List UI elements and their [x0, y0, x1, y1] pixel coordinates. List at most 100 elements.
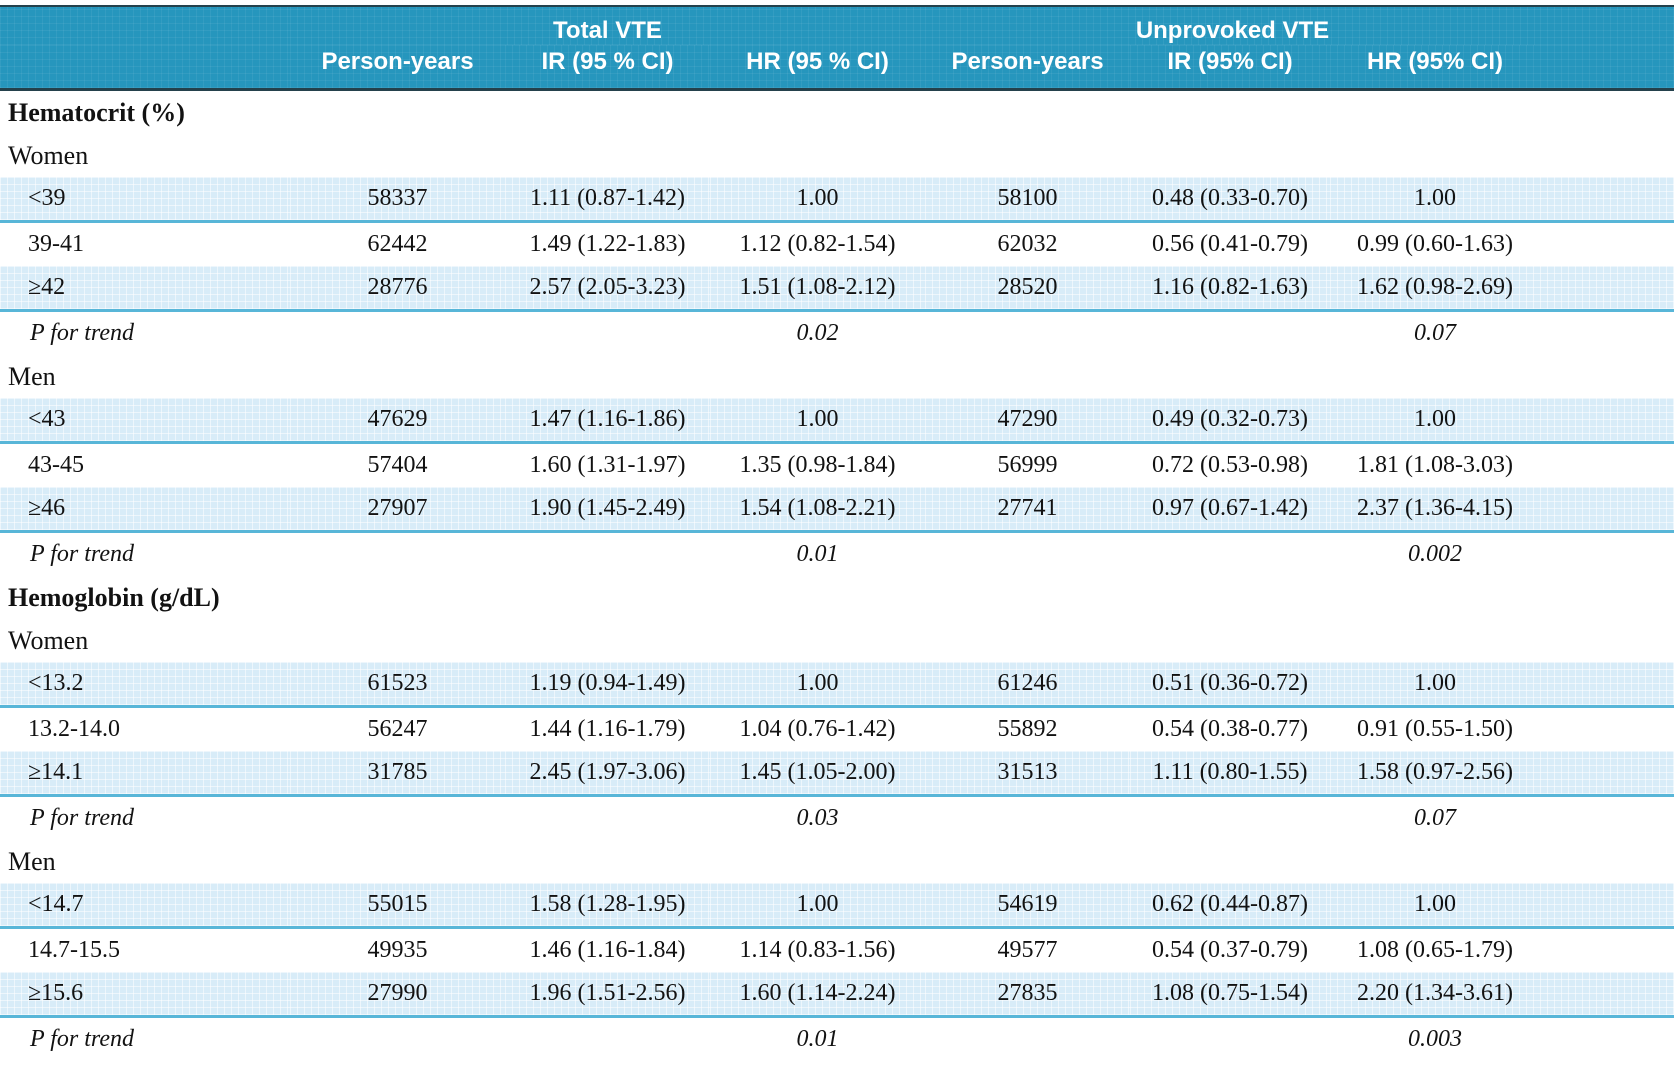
cell-empty [925, 532, 1130, 577]
cell-total-person-years: 49935 [367, 937, 428, 963]
col-header-hr-unprovoked: HR (95% CI) [1330, 45, 1540, 91]
cell-total-hr: 1.14 (0.83-1.56) [739, 937, 896, 963]
cell-unprovoked-hr: 2.20 (1.34-3.61) [1330, 972, 1540, 1018]
row-label: ≥46 [0, 487, 290, 533]
cell-empty [925, 796, 1130, 841]
cell-unprovoked-ir: 0.56 (0.41-0.79) [1152, 231, 1308, 257]
cell-total-hr: 1.00 [710, 662, 925, 708]
cell-total-hr: 1.45 (1.05-2.00) [710, 751, 925, 797]
col-header-hr-total: HR (95 % CI) [710, 45, 925, 91]
cell-spacer [1540, 751, 1674, 797]
cell-unprovoked-person-years: 47290 [925, 398, 1130, 444]
cell-total-ir: 1.60 (1.31-1.97) [529, 452, 686, 478]
cell-empty [925, 311, 1130, 356]
row-label: <43 [0, 398, 290, 444]
cell-unprovoked-person-years: 61246 [925, 662, 1130, 708]
cell-unprovoked-person-years: 56999 [997, 452, 1058, 478]
cell-unprovoked-ir: 0.48 (0.33-0.70) [1130, 177, 1330, 223]
p-value-unprovoked-hr: 0.07 [1414, 320, 1456, 346]
cell-empty [505, 796, 710, 841]
p-value-unprovoked-hr: 0.003 [1408, 1026, 1462, 1052]
cell-unprovoked-person-years: 62032 [997, 231, 1058, 257]
cell-spacer [1540, 796, 1674, 841]
cell-total-ir: 2.57 (2.05-3.23) [505, 266, 710, 312]
header-spacer [1540, 45, 1674, 91]
cell-spacer [1540, 532, 1674, 577]
cell-spacer [1540, 177, 1674, 223]
cell-total-ir: 1.58 (1.28-1.95) [505, 883, 710, 929]
row-label: <14.7 [0, 883, 290, 929]
cell-total-ir: 1.11 (0.87-1.42) [505, 177, 710, 223]
cell-total-ir: 1.96 (1.51-2.56) [505, 972, 710, 1018]
table-row: 39-41 62442 1.49 (1.22-1.83) 1.12 (0.82-… [0, 222, 1674, 267]
group-label: Women [8, 625, 89, 655]
table-row: 43-45 57404 1.60 (1.31-1.97) 1.35 (0.98-… [0, 443, 1674, 488]
cell-total-person-years: 31785 [290, 751, 505, 797]
cell-empty [1130, 532, 1330, 577]
section-row-hemoglobin: Hemoglobin (g/dL) [0, 576, 1674, 619]
p-value-total-hr: 0.03 [796, 805, 839, 831]
group-label: Men [8, 361, 56, 391]
p-value-unprovoked-hr: 0.07 [1414, 805, 1456, 831]
p-for-trend-row: P for trend 0.01 0.003 [0, 1017, 1674, 1062]
cell-unprovoked-ir: 0.54 (0.37-0.79) [1152, 937, 1308, 963]
cell-unprovoked-ir: 1.16 (0.82-1.63) [1130, 266, 1330, 312]
p-value-unprovoked-hr: 0.002 [1408, 541, 1462, 567]
group-row-women: Women [0, 134, 1674, 177]
cell-empty [290, 532, 505, 577]
cell-unprovoked-person-years: 49577 [997, 937, 1058, 963]
col-header-person-years-unprovoked: Person-years [925, 45, 1130, 91]
cell-unprovoked-hr: 1.08 (0.65-1.79) [1357, 937, 1513, 963]
group-row-men: Men [0, 840, 1674, 883]
table-row: 14.7-15.5 49935 1.46 (1.16-1.84) 1.14 (0… [0, 928, 1674, 973]
cell-empty [505, 532, 710, 577]
row-label: 39-41 [28, 231, 84, 257]
section-row-hematocrit: Hematocrit (%) [0, 90, 1674, 135]
cell-total-hr: 1.12 (0.82-1.54) [739, 231, 896, 257]
cell-total-person-years: 28776 [290, 266, 505, 312]
cell-spacer [1540, 443, 1674, 488]
row-label: 14.7-15.5 [28, 937, 120, 963]
cell-spacer [1540, 311, 1674, 356]
header-spacer [0, 5, 290, 45]
table-body: Hematocrit (%) Women <39 58337 1.11 (0.8… [0, 90, 1674, 1062]
table-row: 13.2-14.0 56247 1.44 (1.16-1.79) 1.04 (0… [0, 707, 1674, 752]
cell-total-ir: 1.44 (1.16-1.79) [529, 716, 686, 742]
cell-total-person-years: 27907 [290, 487, 505, 533]
cell-total-hr: 1.04 (0.76-1.42) [739, 716, 896, 742]
p-for-trend-label: P for trend [30, 320, 135, 346]
cell-empty [290, 311, 505, 356]
cell-empty [1130, 796, 1330, 841]
header-spacer [0, 45, 290, 91]
cell-unprovoked-hr: 1.00 [1330, 177, 1540, 223]
cell-empty [1130, 1017, 1330, 1062]
cell-unprovoked-person-years: 31513 [925, 751, 1130, 797]
cell-spacer [1540, 487, 1674, 533]
cell-spacer [1540, 883, 1674, 929]
cell-empty [290, 796, 505, 841]
row-label: ≥15.6 [0, 972, 290, 1018]
cell-empty [925, 1017, 1130, 1062]
cell-spacer [1540, 266, 1674, 312]
cell-total-hr: 1.54 (1.08-2.21) [710, 487, 925, 533]
row-label: 43-45 [28, 452, 84, 478]
cell-total-hr: 1.00 [710, 883, 925, 929]
table-row: ≥15.6 27990 1.96 (1.51-2.56) 1.60 (1.14-… [0, 972, 1674, 1018]
row-label: ≥14.1 [0, 751, 290, 797]
col-header-ir-unprovoked: IR (95% CI) [1130, 45, 1330, 91]
cell-unprovoked-person-years: 55892 [997, 716, 1058, 742]
cell-total-ir: 2.45 (1.97-3.06) [505, 751, 710, 797]
cell-unprovoked-ir: 0.97 (0.67-1.42) [1130, 487, 1330, 533]
group-label: Men [8, 846, 56, 876]
cell-spacer [1540, 398, 1674, 444]
cell-unprovoked-ir: 0.49 (0.32-0.73) [1130, 398, 1330, 444]
cell-total-person-years: 57404 [367, 452, 428, 478]
cell-unprovoked-hr: 1.62 (0.98-2.69) [1330, 266, 1540, 312]
table-row: <13.2 61523 1.19 (0.94-1.49) 1.00 61246 … [0, 662, 1674, 708]
header-group-unprovoked-vte: Unprovoked VTE [925, 5, 1540, 45]
header-spacer [1540, 5, 1674, 45]
cell-unprovoked-hr: 0.91 (0.55-1.50) [1357, 716, 1513, 742]
p-for-trend-label: P for trend [30, 805, 135, 831]
col-header-person-years-total: Person-years [290, 45, 505, 91]
